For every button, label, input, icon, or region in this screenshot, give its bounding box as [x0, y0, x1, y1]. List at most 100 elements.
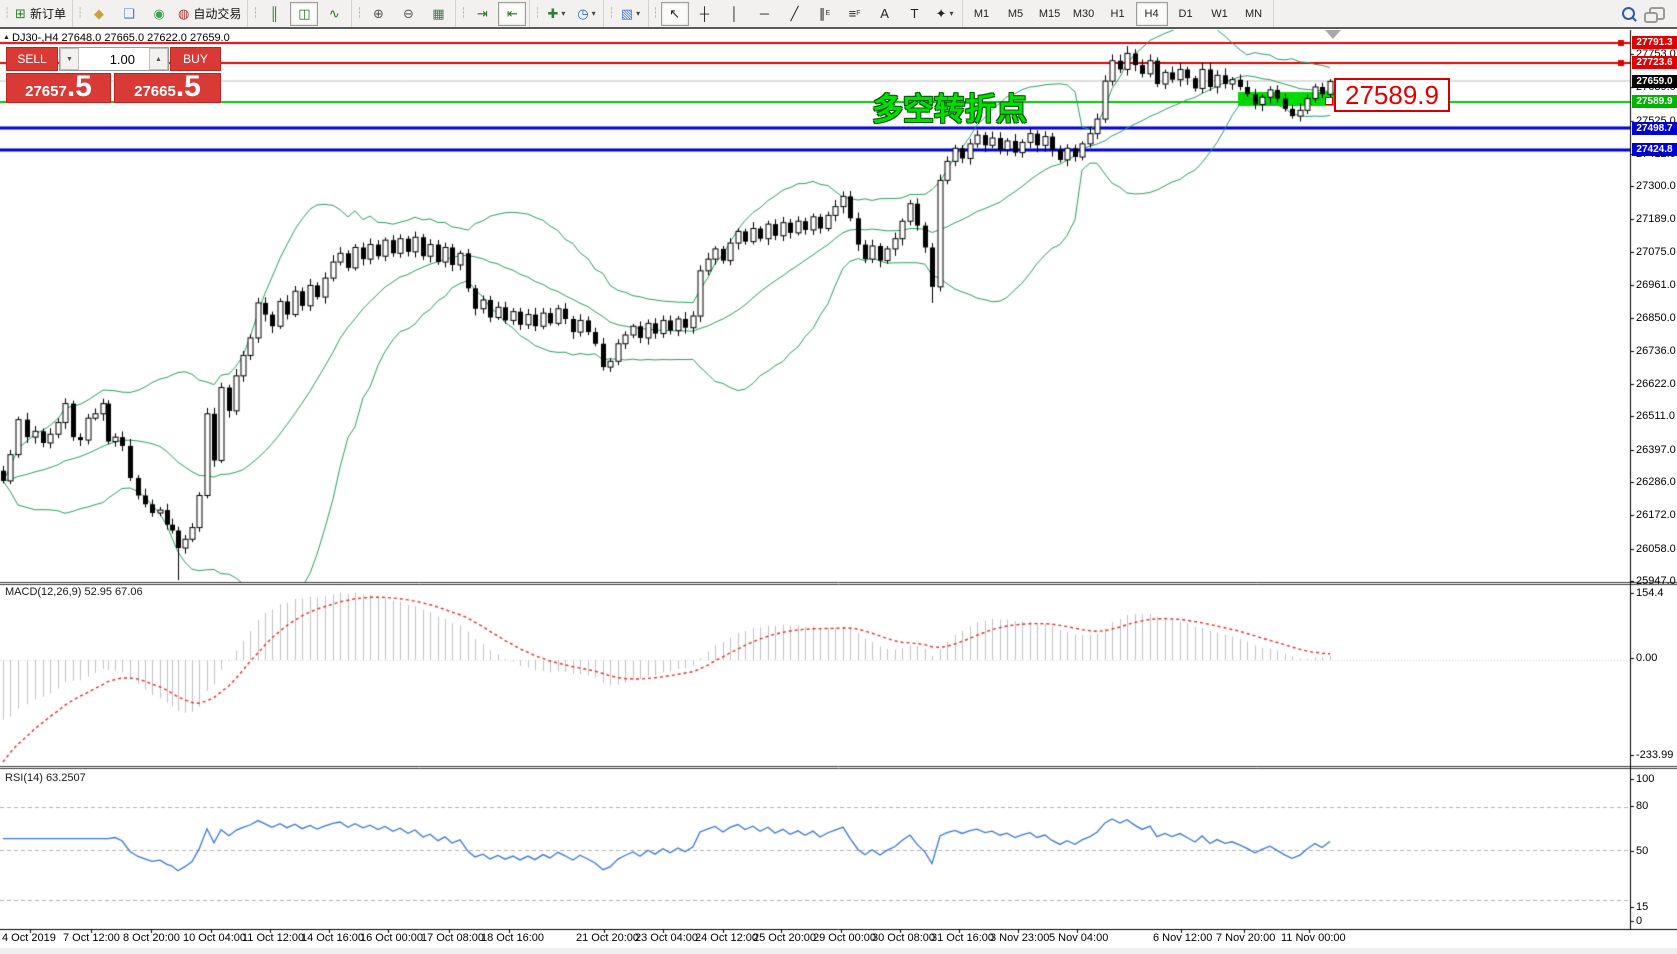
- periods-caret-icon[interactable]: ▾: [591, 9, 596, 18]
- autotrade-label: 自动交易: [193, 7, 242, 21]
- arrows-button[interactable]: ✦ ▾: [931, 2, 959, 26]
- time-tick-label: 23 Oct 04:00: [635, 932, 698, 944]
- news-button[interactable]: ◉: [145, 2, 173, 26]
- trendline-button[interactable]: ╱: [781, 2, 809, 26]
- line-chart-icon: ∿: [328, 6, 340, 21]
- timeframe-m1-button[interactable]: M1: [973, 7, 990, 20]
- data-window-button[interactable]: ❏: [115, 2, 143, 26]
- indicator-tick-label: 0: [1636, 915, 1643, 927]
- indicators-icon: ✚: [547, 6, 559, 21]
- timeframe-h4-button[interactable]: H4: [1135, 1, 1168, 26]
- text-button[interactable]: A: [871, 2, 899, 26]
- chart-annotation-text[interactable]: 多空转折点: [872, 92, 1027, 127]
- time-tick-label: 30 Oct 08:00: [872, 932, 935, 944]
- fibonacci-button[interactable]: ≡ F: [841, 2, 869, 26]
- tile-windows-button[interactable]: ▦: [424, 2, 452, 26]
- volume-increase-button[interactable]: ▲: [149, 48, 168, 70]
- group-grip-icon: ┆: [534, 8, 540, 19]
- templates-icon: ▧: [620, 6, 634, 21]
- equidistant-channel-sub-label: E: [825, 10, 831, 17]
- arrows-caret-icon[interactable]: ▾: [949, 9, 954, 18]
- group-grip-icon: ┆: [652, 8, 659, 19]
- indicator-tick-label: -233.99: [1636, 749, 1674, 761]
- chat-icon[interactable]: [1644, 7, 1665, 23]
- price-tick-label: 27075.0: [1636, 245, 1676, 258]
- buy-price-pips: .5: [175, 70, 201, 103]
- one-click-trade-panel: SELL ▼ 1.00 ▲ BUY 27657 .5 27665 .5: [6, 47, 221, 103]
- templates-button[interactable]: ▧ ▾: [617, 2, 645, 26]
- volume-decrease-button[interactable]: ▼: [60, 48, 79, 70]
- price-tick-label: 26172.0: [1636, 509, 1676, 522]
- toolbar-group: ┆ ↖ ┼ │ ─ ╱ ∥ E ≡ F A T ✦ ▾: [649, 0, 963, 27]
- time-tick-label: 29 Oct 00:00: [813, 932, 876, 944]
- bar-chart-button[interactable]: ║: [260, 2, 288, 26]
- price-level-badge: 27424.8: [1632, 143, 1677, 157]
- fibonacci-icon: ≡: [848, 6, 857, 21]
- horizontal-line-icon: ─: [759, 6, 770, 21]
- timeframe-mn-button[interactable]: MN: [1244, 7, 1263, 20]
- timeframe-d1-button[interactable]: D1: [1178, 7, 1193, 20]
- zoom-out-button[interactable]: ⊖: [394, 2, 422, 26]
- equidistant-channel-button[interactable]: ∥ E: [811, 2, 839, 26]
- candlestick-chart-button[interactable]: ◫: [290, 1, 319, 26]
- autotrade-button[interactable]: ◍ 自动交易: [175, 2, 244, 26]
- indicators-button[interactable]: ✚ ▾: [542, 2, 570, 26]
- sell-button[interactable]: SELL: [6, 47, 58, 71]
- timeframe-m30-button[interactable]: M30: [1072, 7, 1095, 20]
- price-callout-anchor: [1325, 97, 1333, 105]
- group-grip-icon: ┆: [252, 8, 258, 19]
- news-icon: ◉: [153, 6, 165, 21]
- price-tick-label: 26961.0: [1636, 279, 1676, 292]
- group-grip-icon: ┆: [608, 8, 614, 19]
- data-window-icon: ❏: [123, 6, 135, 21]
- indicator-tick-label: 50: [1636, 845, 1649, 857]
- horizontal-line-button[interactable]: ─: [751, 2, 779, 26]
- time-tick-label: 14 Oct 16:00: [301, 932, 364, 944]
- macd-indicator-label: MACD(12,26,9) 52.95 67.06: [5, 586, 143, 598]
- line-chart-button[interactable]: ∿: [320, 2, 348, 26]
- timeframe-w1-button[interactable]: W1: [1211, 7, 1228, 20]
- time-tick-label: 31 Oct 16:00: [931, 932, 994, 944]
- toolbar-group: ┆ ▧ ▾: [604, 0, 649, 27]
- auto-scroll-button[interactable]: ⇥: [468, 2, 496, 26]
- timeframe-m5-button[interactable]: M5: [1007, 7, 1024, 20]
- rsi-indicator-label: RSI(14) 63.2507: [5, 772, 86, 784]
- text-icon: A: [880, 6, 889, 21]
- chart-shift-button[interactable]: ⇤: [498, 1, 527, 26]
- cursor-button[interactable]: ↖: [660, 1, 689, 26]
- new-order-button[interactable]: ⊞ 新订单: [12, 2, 69, 26]
- fibonacci-sub-label: F: [856, 10, 861, 17]
- candlestick-chart-icon: ◫: [298, 6, 311, 21]
- search-icon[interactable]: [1622, 7, 1635, 20]
- crosshair-button[interactable]: ┼: [691, 2, 719, 26]
- time-tick-label: 18 Oct 16:00: [481, 932, 544, 944]
- volume-value[interactable]: 1.00: [109, 51, 135, 67]
- templates-caret-icon[interactable]: ▾: [636, 9, 641, 18]
- timeframe-m15-button[interactable]: M15: [1038, 7, 1061, 20]
- toolbar-group: ┆ ✚ ▾ ◷ ▾: [530, 0, 605, 27]
- zoom-in-button[interactable]: ⊕: [364, 2, 392, 26]
- indicators-caret-icon[interactable]: ▾: [561, 9, 566, 18]
- toolbar-group: ┆ ║ ◫ ∿: [248, 0, 353, 27]
- buy-price[interactable]: 27665 .5: [114, 70, 221, 103]
- new-order-icon: ⊞: [15, 6, 26, 21]
- text-label-button[interactable]: T: [901, 2, 929, 26]
- time-tick-label: 6 Nov 12:00: [1153, 932, 1213, 944]
- time-tick-label: 11 Oct 12:00: [242, 932, 305, 944]
- vertical-line-button[interactable]: │: [721, 2, 749, 26]
- market-watch-icon: ◆: [93, 6, 104, 21]
- price-tick-label: 26850.0: [1636, 311, 1676, 324]
- price-callout-label[interactable]: 27589.9: [1334, 78, 1450, 112]
- sell-price[interactable]: 27657 .5: [6, 72, 112, 103]
- symbol-header: DJ30-,H4 27648.0 27665.0 27622.0 27659.0: [12, 32, 230, 44]
- arrows-icon: ✦: [935, 6, 947, 21]
- bar-chart-icon: ║: [269, 6, 279, 21]
- timeframe-h1-button[interactable]: H1: [1110, 7, 1125, 20]
- buy-button[interactable]: BUY: [170, 47, 221, 71]
- vertical-line-icon: │: [730, 6, 739, 21]
- periods-button[interactable]: ◷ ▾: [572, 2, 600, 26]
- market-watch-button[interactable]: ◆: [85, 2, 113, 26]
- tile-windows-icon: ▦: [432, 6, 445, 21]
- group-grip-icon: ┆: [356, 8, 362, 19]
